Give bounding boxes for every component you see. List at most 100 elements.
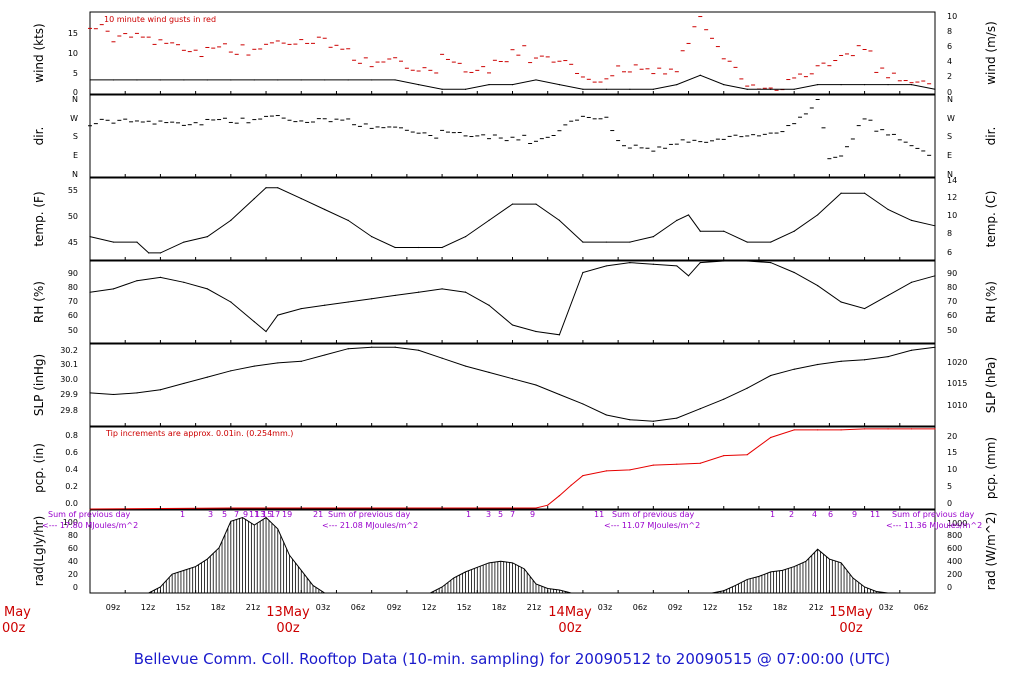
humidity-frame [89, 260, 936, 344]
rh-series-4-point [230, 301, 232, 303]
pcp-series-6-line [89, 428, 935, 510]
slp-series-5-point [934, 346, 936, 348]
pcp-series-6-point [817, 429, 819, 431]
rh-series-4-point [183, 281, 185, 283]
hour-label-15: 09z [668, 603, 682, 612]
wind-series-1-point [840, 84, 842, 86]
radiation-hourmark-d1-19: 19 [282, 510, 292, 519]
wind-series-1-line [90, 74, 936, 90]
precipitation-ylabel-right: pcp. (mm) [984, 437, 998, 499]
rh-series-4-point [265, 330, 267, 333]
hour-label-16: 12z [703, 603, 717, 612]
chart-title: Bellevue Comm. Coll. Rooftop Data (10-mi… [133, 650, 891, 668]
rh-series-4-point [371, 298, 373, 300]
temp-series-3-point [605, 241, 607, 243]
time-axis: 09z 12z 15z 18z 21z 03z 06z 09z 12z 15z … [2, 91, 936, 636]
rh-series-4-point [159, 276, 162, 278]
direction-frame [89, 94, 936, 178]
slp-series-5-point [863, 359, 866, 361]
rh-series-4-point [112, 288, 115, 290]
wind-tick-left-0: 0 [73, 88, 78, 97]
temp-series-3-point [652, 236, 654, 238]
radiation-tick-right-600: 600 [947, 544, 962, 553]
temperature-panel: temp. (F) temp. (C) 45 50 55 6 8 10 12 1… [32, 176, 998, 261]
wind-series-1-point [277, 79, 279, 81]
direction-tick-right-s: S [947, 132, 952, 141]
wind-series-1-point [793, 88, 795, 90]
wind-series-1-point [770, 88, 772, 90]
pressure-tick-right-1020: 1020 [947, 358, 967, 367]
slp-series-5-point [112, 393, 115, 396]
precipitation-annotation: Tip increments are approx. 0.01in. (0.25… [105, 429, 293, 438]
hour-label-11: 18z [492, 603, 506, 612]
temperature-tick-left-50: 50 [68, 212, 78, 221]
pressure-tick-left-29-9: 29.9 [60, 390, 78, 399]
temp-series-3-point [817, 214, 819, 216]
rh-series-4-point [394, 294, 396, 297]
wind-series-1-point [347, 79, 349, 81]
temp-series-3-point [535, 203, 537, 205]
wind-panel: wind (kts) wind (m/s) 10 minute wind gus… [32, 11, 998, 97]
radiation-hourmark-d3-6: 6 [828, 510, 833, 519]
rh-series-4-point [511, 324, 514, 326]
wind-tick-left-10: 10 [68, 49, 78, 58]
wind-series-1-point [300, 79, 302, 81]
humidity-tick-left-60: 60 [68, 311, 78, 320]
temp-series-3-point [770, 241, 772, 243]
wind-tick-left-5: 5 [73, 69, 78, 78]
pcp-series-6-point [558, 495, 561, 497]
rh-series-4-point [535, 330, 537, 333]
slp-series-5-point [652, 420, 654, 422]
wind-tick-right-0: 0 [947, 88, 952, 97]
slp-series-5-point [418, 349, 420, 351]
radiation-note-sum-3: Sum of previous day [612, 510, 694, 519]
wind-series-1-point [582, 88, 584, 90]
temp-series-3-point [687, 214, 690, 216]
hour-label-5: 21z [246, 603, 260, 612]
rh-series-4-point [699, 262, 701, 264]
pressure-tick-left-30-2: 30.2 [60, 346, 78, 355]
temp-series-3-point [464, 236, 467, 238]
temp-series-3-point [863, 192, 866, 194]
pcp-series-6-point [652, 464, 654, 466]
slp-series-5-point [394, 346, 396, 348]
radiation-tick-left-20: 20 [68, 570, 78, 579]
direction-tick-left-s: S [73, 132, 78, 141]
pcp-series-6-point [770, 436, 772, 439]
slp-series-5-point [558, 393, 561, 396]
hour-label-18: 18z [773, 603, 787, 612]
humidity-tick-left-70: 70 [68, 297, 78, 306]
wind-series-1-point [159, 79, 162, 81]
radiation-tick-right-1000: 1000 [947, 519, 967, 528]
precipitation-panel: pcp. (in) pcp. (mm) Tip increments are a… [32, 426, 998, 510]
rh-series-4-point [136, 280, 138, 282]
wind-tick-right-6: 6 [947, 42, 952, 51]
pressure-tick-right-1010: 1010 [947, 401, 967, 410]
precipitation-tick-right-0: 0 [947, 499, 952, 508]
wind-tick-right-8: 8 [947, 27, 952, 36]
slp-series-5-point [746, 387, 748, 389]
hour-label-12: 21z [527, 603, 541, 612]
rh-series-4-point [770, 262, 772, 264]
slp-series-5-point [277, 362, 279, 364]
wind-series-1-point [464, 88, 467, 90]
rh-series-4-point [300, 307, 302, 310]
wind-series-1-point [230, 79, 232, 81]
slp-series-5-point [488, 371, 490, 373]
slp-series-5-point [347, 348, 349, 350]
temp-series-3-point [136, 241, 138, 243]
direction-tick-right-n-top: N [947, 95, 953, 104]
direction-ylabel-left: dir. [32, 127, 46, 146]
radiation-hourmark-d3-9: 9 [852, 510, 857, 519]
wind-series-1-point [112, 79, 115, 81]
rh-series-4-point [934, 275, 936, 277]
radiation-ylabel-right: rad (W/m^2) [984, 512, 998, 590]
slp-series-5-point [253, 365, 255, 367]
direction-tick-left-n-top: N [72, 95, 78, 104]
radiation-tick-right-400: 400 [947, 557, 962, 566]
hour-label-7: 06z [351, 603, 365, 612]
wind-series-1-point [723, 84, 725, 86]
slp-series-5-point [159, 389, 162, 391]
precipitation-tick-left-0-6: 0.6 [65, 448, 78, 457]
pressure-panel: SLP (inHg) SLP (hPa) 29.8 29.9 30.0 30.1… [32, 343, 998, 427]
